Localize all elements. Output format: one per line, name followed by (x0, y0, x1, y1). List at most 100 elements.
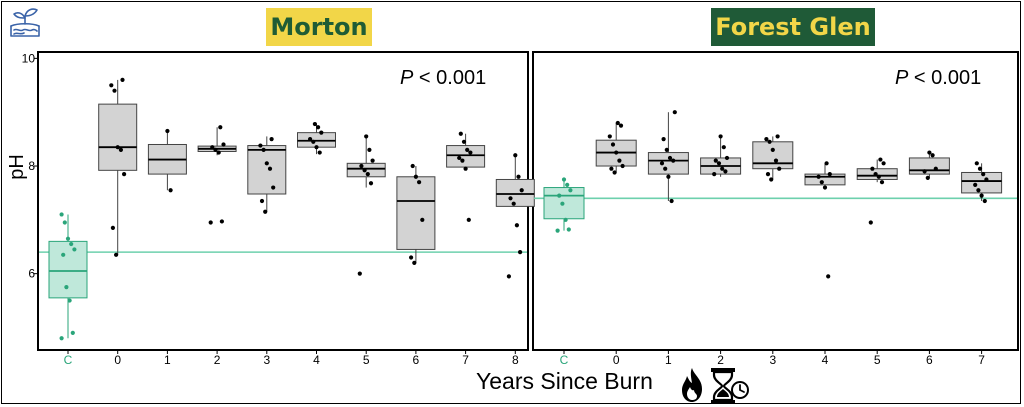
x-tick-label: 5 (874, 353, 881, 367)
data-point (930, 153, 935, 158)
data-point (461, 139, 467, 144)
data-point (982, 198, 987, 204)
plant-soil-icon (10, 8, 40, 37)
x-tick-label: 7 (978, 353, 985, 367)
x-tick-label: C (64, 353, 73, 367)
data-point (218, 125, 223, 130)
data-point (712, 171, 717, 177)
data-point (557, 193, 562, 198)
data-point (519, 188, 524, 193)
data-point (367, 147, 372, 152)
data-point (508, 196, 513, 201)
data-point (610, 142, 616, 147)
data-point (979, 193, 984, 198)
data-point (359, 163, 364, 169)
data-point (59, 212, 64, 217)
data-point (210, 145, 215, 150)
data-point (514, 223, 520, 228)
data-point (118, 147, 123, 152)
data-point (661, 137, 666, 142)
x-tick-label: 1 (665, 353, 672, 367)
data-point (466, 217, 471, 222)
data-point (362, 168, 367, 173)
data-point (67, 298, 72, 303)
panel-title-morton: Morton (266, 8, 372, 46)
x-tick-label: 6 (926, 353, 933, 367)
data-point (718, 134, 723, 139)
data-point (826, 274, 831, 279)
data-point (618, 123, 624, 128)
data-point (617, 158, 622, 163)
data-point (269, 137, 274, 142)
data-point (109, 83, 114, 88)
x-tick-label: 2 (717, 353, 724, 367)
data-point (70, 330, 75, 335)
data-point (607, 134, 612, 139)
box-3 (752, 141, 794, 170)
data-point (114, 252, 119, 257)
panel-border-morton (37, 51, 529, 351)
data-point (506, 274, 511, 279)
panel-border-forest-glen (532, 51, 1019, 351)
data-point (417, 180, 422, 185)
data-point (312, 121, 317, 127)
data-point (314, 145, 319, 150)
data-point (568, 188, 573, 193)
data-point (723, 169, 728, 174)
y-tick-label: 10 (22, 51, 36, 65)
data-point (663, 166, 668, 171)
data-point (420, 217, 425, 222)
x-tick-label: 3 (263, 353, 270, 367)
x-tick-label: 6 (413, 353, 420, 367)
data-point (64, 285, 69, 290)
x-tick-label: 1 (164, 353, 171, 367)
data-point (671, 158, 676, 163)
x-tick-label: 4 (822, 353, 829, 367)
data-point (560, 201, 565, 206)
data-point (555, 228, 560, 233)
data-point (308, 137, 313, 142)
data-point (516, 174, 521, 179)
data-point (115, 145, 120, 150)
data-point (873, 171, 878, 177)
data-point (672, 110, 677, 115)
data-point (112, 88, 117, 93)
data-point (879, 180, 885, 185)
data-point (984, 177, 989, 182)
data-point (368, 181, 374, 186)
data-point (365, 171, 370, 177)
data-point (777, 166, 782, 171)
data-point (65, 236, 71, 241)
data-point (769, 177, 774, 182)
data-point (120, 77, 125, 83)
data-point (122, 171, 127, 177)
data-point (878, 157, 883, 162)
data-point (609, 166, 614, 171)
x-tick-label: 7 (462, 353, 469, 367)
data-point (457, 155, 462, 161)
data-point (927, 150, 932, 155)
data-point (513, 153, 518, 158)
data-point (620, 163, 625, 169)
data-point (720, 166, 725, 171)
data-point (669, 198, 674, 204)
data-point (881, 161, 886, 166)
data-point (59, 336, 64, 341)
x-tick-label: 0 (613, 353, 620, 367)
x-tick-label: C (560, 353, 569, 367)
data-point (764, 137, 769, 142)
data-point (565, 182, 570, 187)
data-point (824, 161, 829, 166)
panel-title-forest-glen: Forest Glen (711, 8, 875, 46)
p-value-annotation-forest-glen: P < 0.001 (895, 67, 981, 89)
data-point (458, 131, 463, 136)
data-point (409, 255, 414, 260)
data-point (566, 227, 571, 232)
data-point (977, 166, 983, 171)
box-C (48, 240, 88, 299)
data-point (267, 166, 273, 171)
x-tick-label: 2 (214, 353, 221, 367)
data-point (518, 250, 523, 255)
data-point (221, 142, 226, 147)
data-point (259, 198, 265, 204)
